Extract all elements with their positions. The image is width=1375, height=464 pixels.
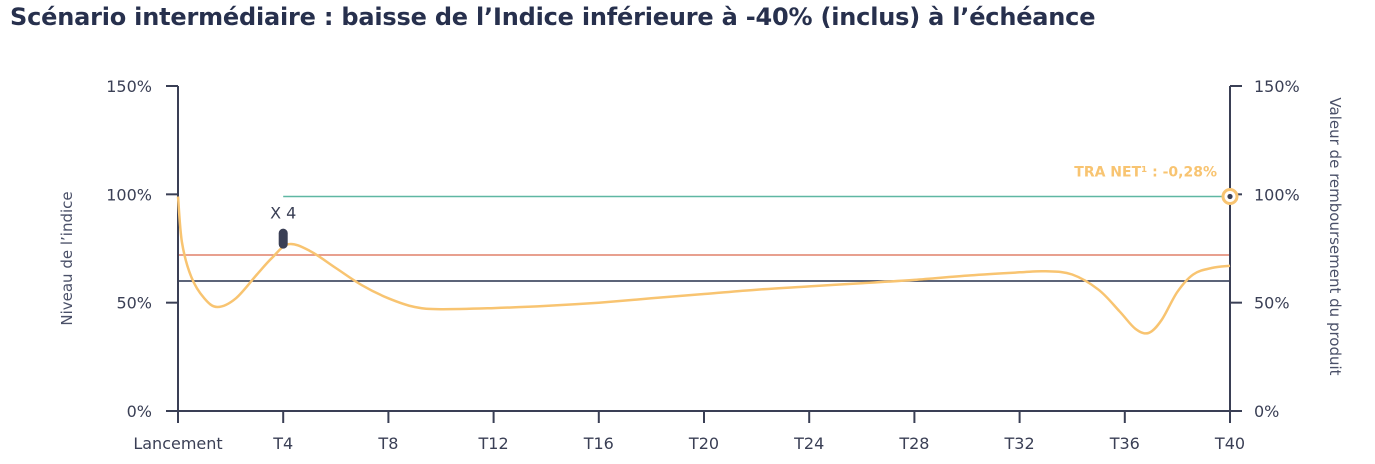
right-axis-title: Valeur de remboursement du produit	[1326, 97, 1344, 375]
left-y-tick-label: 50%	[116, 294, 152, 313]
end-value-marker	[1221, 188, 1239, 205]
x-ticks: Lancement T4 T8 T12 T16 T20 T24 T28 T32 T36 T40	[133, 411, 1245, 453]
multiplier-label: X 4	[270, 204, 296, 223]
right-y-ticks: 0% 50% 100% 150%	[1230, 77, 1300, 421]
x-tick-label: T32	[1004, 434, 1035, 453]
left-y-tick-label: 0%	[127, 402, 152, 421]
x-tick-label: T20	[688, 434, 719, 453]
multiplier-marker	[278, 228, 288, 249]
right-y-tick-label: 0%	[1254, 402, 1279, 421]
left-y-ticks: 0% 50% 100% 150%	[106, 77, 178, 421]
left-y-tick-label: 150%	[106, 77, 152, 96]
end-marker-dot	[1227, 193, 1233, 200]
chart-title: Scénario intermédiaire : baisse de l’Ind…	[10, 3, 1096, 31]
right-y-tick-label: 100%	[1254, 185, 1300, 204]
x-tick-label: T8	[377, 434, 398, 453]
x-tick-label: Lancement	[133, 434, 222, 453]
axes	[166, 86, 1242, 412]
left-axis-title: Niveau de l’indice	[58, 191, 76, 325]
x-tick-label: T40	[1214, 434, 1245, 453]
x-tick-label: T12	[478, 434, 509, 453]
x-tick-label: T16	[583, 434, 614, 453]
x-tick-label: T28	[898, 434, 929, 453]
left-y-tick-label: 100%	[106, 185, 152, 204]
x-tick-label: T24	[793, 434, 824, 453]
multiplier-marker-shape	[278, 228, 288, 249]
x-tick-label: T36	[1109, 434, 1140, 453]
right-y-tick-label: 150%	[1254, 77, 1300, 96]
x-tick-label: T4	[272, 434, 293, 453]
right-y-tick-label: 50%	[1254, 294, 1290, 313]
tra-net-label: TRA NET¹ : -0,28%	[1074, 165, 1217, 181]
index-series-line	[176, 196, 1231, 335]
